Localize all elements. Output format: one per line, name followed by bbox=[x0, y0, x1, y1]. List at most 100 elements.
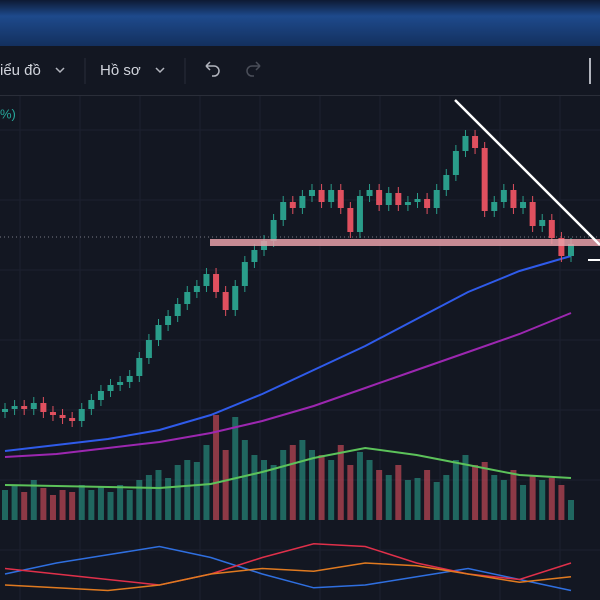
moving-average bbox=[4, 312, 572, 458]
volume-bar bbox=[299, 440, 306, 520]
volume-bar bbox=[318, 455, 325, 520]
volume-bar bbox=[568, 500, 574, 520]
candle-body bbox=[299, 196, 306, 208]
volume-bar bbox=[395, 465, 402, 520]
volume-bar bbox=[424, 470, 431, 520]
volume-bar bbox=[366, 460, 373, 520]
volume-bar bbox=[136, 480, 143, 520]
candle-body bbox=[289, 202, 296, 208]
volume-bar bbox=[289, 445, 296, 520]
candle-body bbox=[356, 196, 363, 232]
volume-bar bbox=[69, 492, 76, 520]
plot bbox=[2, 130, 574, 592]
volume-bar bbox=[40, 488, 47, 520]
candle-body bbox=[376, 190, 383, 205]
candle-body bbox=[462, 136, 469, 151]
candle-body bbox=[107, 385, 114, 391]
candle-body bbox=[193, 286, 200, 292]
legend-fragment: %) bbox=[0, 106, 16, 121]
candle-body bbox=[184, 292, 191, 304]
candle-body bbox=[59, 415, 66, 418]
candle-body bbox=[2, 409, 8, 412]
candle-body bbox=[280, 202, 287, 220]
volume-bar bbox=[126, 490, 133, 520]
volume-bar bbox=[356, 452, 363, 520]
candle-body bbox=[203, 274, 210, 286]
candle-body bbox=[347, 208, 354, 232]
candle-body bbox=[491, 202, 498, 211]
profile-menu[interactable]: Hồ sơ bbox=[100, 62, 141, 79]
chart-menu[interactable]: iểu đồ bbox=[0, 62, 41, 79]
volume-bar bbox=[404, 480, 411, 520]
oscillator-line bbox=[4, 545, 572, 592]
volume-bar bbox=[548, 478, 555, 520]
volume-bar bbox=[222, 450, 229, 520]
candle-body bbox=[145, 340, 152, 358]
volume-bar bbox=[539, 480, 546, 520]
candle-body bbox=[481, 148, 488, 211]
candle-body bbox=[568, 244, 574, 256]
volume-bar bbox=[193, 462, 200, 520]
candle-body bbox=[366, 190, 373, 196]
candle-body bbox=[222, 292, 229, 310]
candle-body bbox=[414, 199, 421, 202]
candle-body bbox=[510, 190, 517, 208]
candle-body bbox=[308, 190, 315, 196]
volume-bar bbox=[452, 460, 459, 520]
candle-body bbox=[30, 403, 37, 409]
candle-body bbox=[385, 193, 392, 205]
volume-bar bbox=[59, 490, 66, 520]
volume-ma bbox=[4, 446, 572, 490]
volume-bar bbox=[88, 490, 95, 520]
candle-body bbox=[232, 286, 239, 310]
undo-icon[interactable] bbox=[205, 61, 220, 77]
volume-bar bbox=[49, 495, 56, 520]
oscillator-line bbox=[4, 562, 572, 592]
candle-body bbox=[472, 136, 479, 148]
moving-average bbox=[4, 255, 572, 452]
candle-body bbox=[270, 220, 277, 241]
volume-bar bbox=[510, 470, 517, 520]
support-zone bbox=[210, 239, 600, 246]
redo-icon bbox=[246, 61, 261, 77]
volume-bar bbox=[97, 487, 104, 520]
volume-bar bbox=[376, 470, 383, 520]
candle-body bbox=[97, 391, 104, 400]
volume-bar bbox=[337, 445, 344, 520]
candle-body bbox=[69, 418, 76, 421]
candle-body bbox=[155, 325, 162, 340]
chevron bbox=[55, 67, 65, 74]
candle-body bbox=[443, 175, 450, 190]
volume-bar bbox=[520, 485, 527, 520]
candle-body bbox=[539, 220, 546, 226]
candle-body bbox=[548, 220, 555, 238]
volume-bar bbox=[328, 460, 335, 520]
candle-body bbox=[433, 190, 440, 208]
volume-bar bbox=[117, 485, 124, 520]
candle-body bbox=[318, 190, 325, 202]
candle-body bbox=[213, 274, 220, 292]
volume-bar bbox=[21, 492, 28, 520]
candle-body bbox=[126, 376, 133, 382]
volume-bar bbox=[30, 480, 37, 520]
candle-body bbox=[21, 406, 28, 409]
volume-bar bbox=[433, 482, 440, 520]
candle-body bbox=[88, 400, 95, 409]
volume-bar bbox=[491, 475, 498, 520]
candle-body bbox=[117, 382, 124, 385]
candle-body bbox=[520, 202, 527, 208]
volume-bar bbox=[261, 460, 268, 520]
candle-body bbox=[452, 151, 459, 175]
volume-bar bbox=[241, 440, 248, 520]
volume-bar bbox=[280, 450, 287, 520]
candle-body bbox=[529, 202, 536, 226]
volume-bar bbox=[462, 455, 469, 520]
volume-bar bbox=[165, 478, 172, 520]
volume-bar bbox=[78, 485, 85, 520]
volume-bar bbox=[558, 485, 565, 520]
candle-body bbox=[136, 358, 143, 376]
candle-body bbox=[165, 316, 172, 325]
volume-bar bbox=[155, 470, 162, 520]
